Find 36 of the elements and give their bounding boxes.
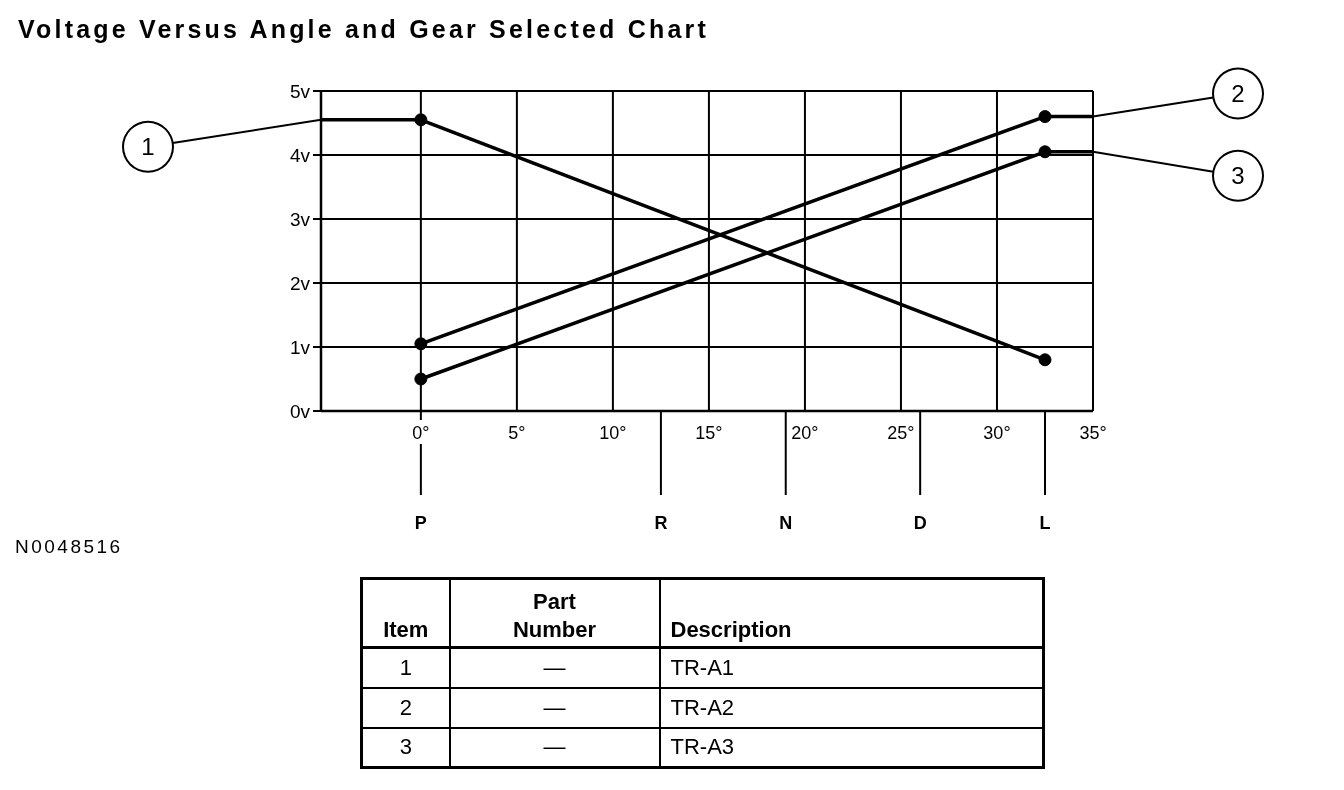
x-tick-label: 35° (1079, 423, 1107, 443)
y-tick-label: 0v (289, 400, 311, 422)
text: — (449, 727, 660, 768)
text: 2 (361, 687, 450, 728)
text: 3 (1231, 162, 1245, 190)
text: — (449, 687, 660, 728)
y-tick-label: 4v (289, 144, 311, 166)
y-tick-label: 5v (289, 80, 311, 102)
ref-line-label: R (654, 513, 668, 533)
category-label: Item (383, 616, 429, 644)
ref-line-label: D (913, 513, 927, 533)
y-tick-label: 1v (289, 336, 311, 358)
chart-title: Voltage Versus Angle and Gear Selected Chart (18, 15, 709, 44)
x-tick-label: 0° (412, 423, 430, 443)
text: TR-A1 (659, 647, 1044, 688)
x-tick-label: 25° (887, 423, 915, 443)
ref-line-label: L (1039, 513, 1051, 533)
text: TR-A2 (659, 687, 1044, 728)
ref-line-label: P (414, 513, 427, 533)
text: 2 (1231, 80, 1245, 108)
ref-line-label: N (779, 513, 793, 533)
text: N0048516 (15, 536, 123, 558)
text: 1 (361, 647, 450, 688)
text: 1 (141, 133, 155, 161)
x-tick-label: 10° (599, 423, 627, 443)
text: — (449, 647, 660, 688)
x-tick-label: 5° (508, 423, 526, 443)
x-tick-label: 15° (695, 423, 723, 443)
category-label: Description (670, 616, 792, 644)
text: TR-A3 (659, 727, 1044, 768)
category-label: Part Number (511, 588, 598, 644)
x-tick-label: 30° (983, 423, 1011, 443)
y-tick-label: 2v (289, 272, 311, 294)
y-tick-label: 3v (289, 208, 311, 230)
x-tick-label: 20° (791, 423, 819, 443)
text: 3 (361, 727, 450, 768)
